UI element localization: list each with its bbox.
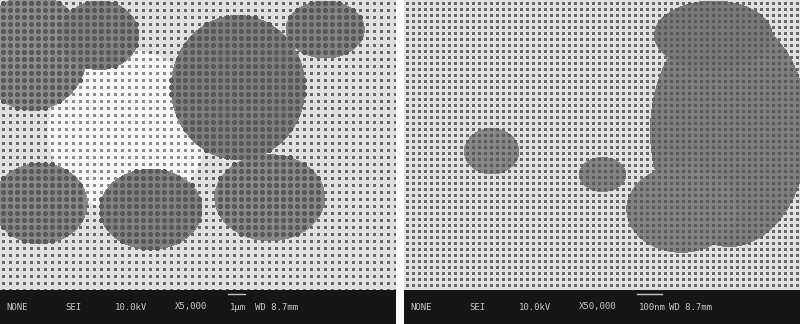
Text: 10.0kV: 10.0kV — [519, 303, 551, 311]
Text: WD 8.7mm: WD 8.7mm — [669, 303, 712, 311]
Text: 100nm: 100nm — [639, 303, 666, 311]
Text: NONE: NONE — [6, 303, 27, 311]
Text: X5,000: X5,000 — [175, 303, 207, 311]
Text: 10.0kV: 10.0kV — [115, 303, 147, 311]
Text: NONE: NONE — [410, 303, 431, 311]
Text: X50,000: X50,000 — [579, 303, 617, 311]
Text: SEI: SEI — [65, 303, 81, 311]
Text: WD 8.7mm: WD 8.7mm — [255, 303, 298, 311]
Text: 1μm: 1μm — [230, 303, 246, 311]
Text: SEI: SEI — [469, 303, 485, 311]
